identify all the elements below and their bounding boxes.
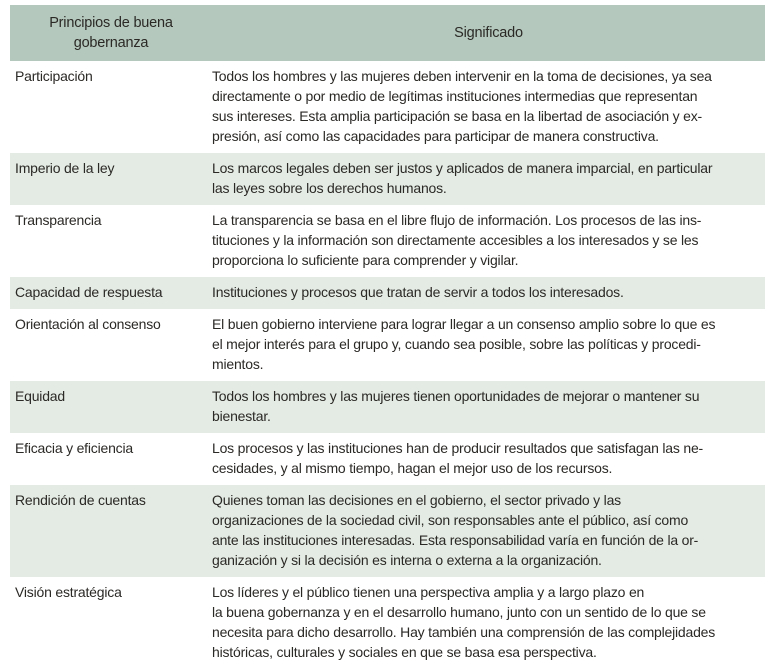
principle-term: Participación <box>15 68 93 84</box>
table-row-imperio-ley: Imperio de la ley Los marcos legales deb… <box>10 153 765 205</box>
table-row-eficacia-eficiencia: Eficacia y eficiencia Los procesos y las… <box>10 433 765 485</box>
table-row-orientacion-consenso: Orientación al consenso El buen gobierno… <box>10 309 765 381</box>
table-row-equidad: Equidad Todos los hombres y las mujeres … <box>10 381 765 433</box>
header-meaning: Significado <box>454 25 523 41</box>
principle-term: Visión estratégica <box>15 584 122 600</box>
principle-term: Imperio de la ley <box>15 160 115 176</box>
principle-term: Capacidad de respuesta <box>15 284 163 300</box>
principle-term: Orientación al consenso <box>15 316 161 332</box>
principle-meaning: Todos los hombres y las mujeres deben in… <box>212 68 712 144</box>
table-row-transparencia: Transparencia La transparencia se basa e… <box>10 205 765 277</box>
principle-meaning: Quienes toman las decisiones en el gobie… <box>212 492 699 568</box>
principle-meaning: El buen gobierno interviene para lograr … <box>212 316 716 372</box>
good-governance-table: Principios de buena gobernanza Significa… <box>10 5 765 669</box>
principle-meaning: Instituciones y procesos que tratan de s… <box>212 284 624 300</box>
principle-meaning: Los líderes y el público tienen una pers… <box>212 584 716 660</box>
principle-meaning: Todos los hombres y las mujeres tienen o… <box>212 388 700 424</box>
header-principles: Principios de buena gobernanza <box>49 15 173 51</box>
table-row-participacion: Participación Todos los hombres y las mu… <box>10 61 765 153</box>
principle-term: Transparencia <box>15 212 102 228</box>
principle-meaning: La transparencia se basa en el libre flu… <box>212 212 702 268</box>
principle-term: Eficacia y eficiencia <box>15 440 133 456</box>
table-row-vision-estrategica: Visión estratégica Los líderes y el públ… <box>10 577 765 669</box>
principle-meaning: Los marcos legales deben ser justos y ap… <box>212 160 713 196</box>
table-row-rendicion-cuentas: Rendición de cuentas Quienes toman las d… <box>10 485 765 577</box>
principle-term: Rendición de cuentas <box>15 492 146 508</box>
table-row-capacidad-respuesta: Capacidad de respuesta Instituciones y p… <box>10 277 765 309</box>
principle-term: Equidad <box>15 388 65 404</box>
table-header-row: Principios de buena gobernanza Significa… <box>10 5 765 61</box>
principle-meaning: Los procesos y las instituciones han de … <box>212 440 704 476</box>
table-body: Participación Todos los hombres y las mu… <box>10 61 765 669</box>
